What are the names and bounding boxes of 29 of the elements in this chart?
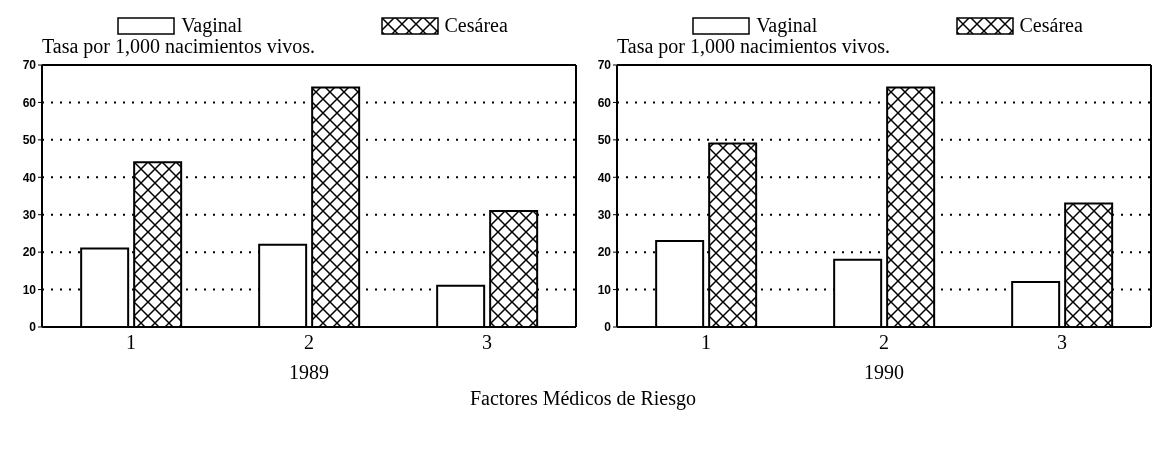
y-tick-label: 20 (597, 245, 612, 260)
y-tick-label: 60 (597, 95, 612, 110)
y-tick-label: 10 (22, 282, 37, 297)
x-tick-label: 2 (304, 331, 314, 354)
y-tick-label: 50 (597, 133, 612, 148)
legend-label: Vaginal (181, 14, 243, 37)
legend-label: Cesárea (444, 14, 508, 37)
x-axis-title: 1990 (864, 361, 904, 383)
y-tick-label: 30 (22, 207, 37, 222)
y-tick-label: 0 (604, 320, 612, 335)
y-tick-label: 30 (597, 207, 612, 222)
y-tick-label: 40 (597, 170, 612, 185)
y-tick-label: 70 (597, 58, 612, 73)
text: Factores Médicos de Riesgo (468, 387, 698, 410)
y-tick-label: 20 (22, 245, 37, 260)
y-tick-label: 0 (29, 320, 37, 335)
x-tick-label: 1 (126, 331, 136, 354)
x-tick-label: 3 (1057, 331, 1067, 354)
x-tick-label: 3 (482, 331, 492, 354)
x-tick-label: 1 (701, 331, 711, 354)
y-tick-label: 70 (22, 58, 37, 73)
y-tick-label: 50 (22, 133, 37, 148)
y-tick-label: 40 (22, 170, 37, 185)
legend-label: Vaginal (756, 14, 818, 37)
y-tick-label: 10 (597, 282, 612, 297)
x-tick-label: 2 (879, 331, 889, 354)
x-axis-title: 1989 (289, 361, 329, 383)
y-tick-label: 60 (22, 95, 37, 110)
legend-label: Cesárea (1019, 14, 1083, 37)
